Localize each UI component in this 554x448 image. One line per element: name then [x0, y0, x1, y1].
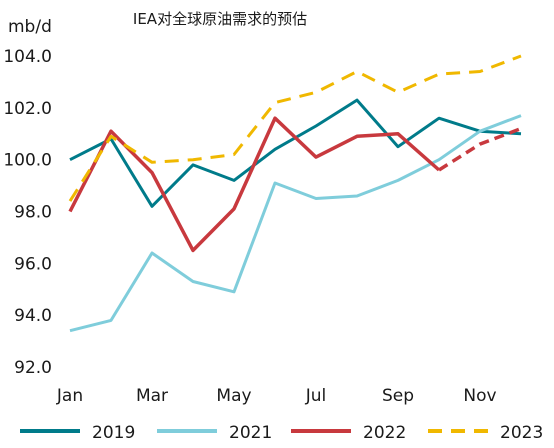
- legend-label-2019: 2019: [92, 423, 135, 443]
- x-tick-label: Nov: [463, 386, 496, 406]
- legend-label-2021: 2021: [229, 423, 272, 443]
- x-tick-label: May: [216, 386, 251, 406]
- x-tick-label: Jul: [305, 386, 327, 406]
- y-tick-label: 104.0: [3, 47, 52, 67]
- y-tick-label: 94.0: [14, 306, 52, 326]
- y-tick-label: 92.0: [14, 358, 52, 378]
- y-tick-label: 96.0: [14, 254, 52, 274]
- x-tick-label: Sep: [382, 386, 414, 406]
- y-axis-ticks: 92.0 94.0 96.0 98.0 100.0 102.0 104.0: [3, 47, 52, 378]
- legend-label-2022: 2022: [363, 423, 406, 443]
- x-axis-ticks: Jan Mar May Jul Sep Nov: [56, 386, 497, 406]
- series-line-2022-forecast: [438, 126, 522, 172]
- y-tick-label: 100.0: [3, 151, 52, 171]
- chart-title: IEA对全球原油需求的预估: [133, 10, 307, 28]
- y-axis-unit-label: mb/d: [8, 17, 52, 37]
- y-tick-label: 98.0: [14, 203, 52, 223]
- x-tick-label: Mar: [136, 386, 168, 406]
- y-tick-label: 102.0: [3, 99, 52, 119]
- series-line-2023: [68, 54, 522, 202]
- x-tick-label: Jan: [56, 386, 83, 406]
- series-line-2021: [69, 114, 522, 333]
- series-line-2022: [68, 116, 441, 253]
- legend: 2019 2021 2022 2023: [20, 423, 543, 443]
- series-lines: [68, 54, 522, 333]
- legend-label-2023: 2023: [500, 423, 543, 443]
